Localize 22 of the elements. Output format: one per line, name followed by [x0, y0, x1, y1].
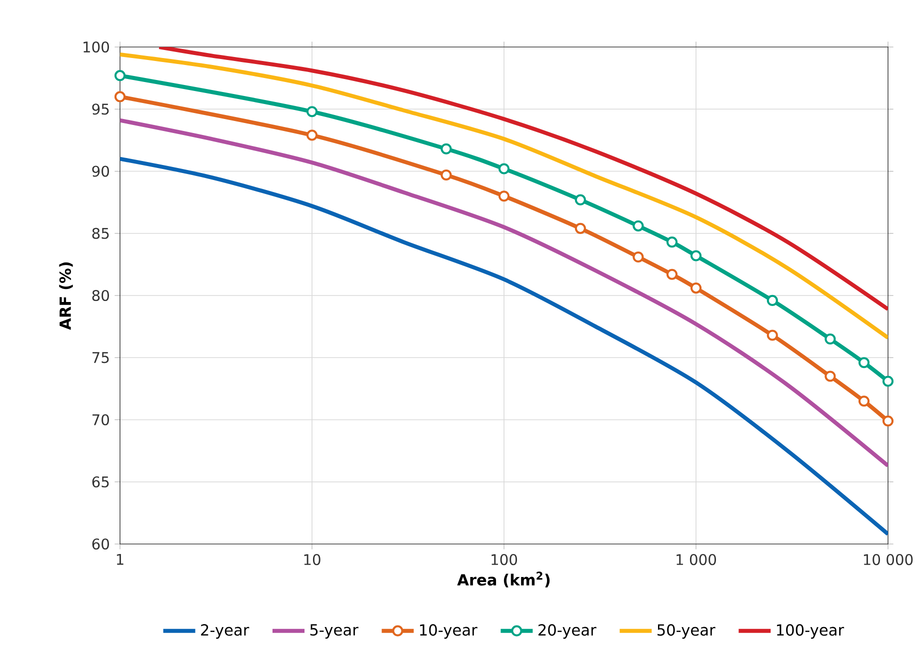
legend-label: 50-year — [658, 624, 716, 639]
legend-label: 100-year — [777, 624, 844, 639]
legend-label: 5-year — [310, 624, 358, 639]
x-tick-label: 10 — [304, 554, 320, 566]
x-tick-label: 1 000 — [676, 554, 716, 566]
y-tick-label: 95 — [92, 104, 109, 115]
y-tick-label: 90 — [92, 166, 109, 177]
legend-label: 2-year — [201, 624, 250, 639]
legend-label: 20-year — [538, 624, 596, 639]
x-axis-title: Area (km$^{2}$) — [457, 572, 550, 588]
y-tick-label: 80 — [92, 290, 109, 302]
y-tick-label: 60 — [92, 538, 109, 550]
x-tick-label: 100 — [492, 554, 518, 566]
y-tick-label: 65 — [92, 476, 109, 488]
y-tick-label: 85 — [92, 228, 109, 239]
legend-label: 10-year — [420, 624, 478, 639]
y-tick-label: 70 — [92, 414, 109, 426]
x-tick-label: 1 — [116, 554, 124, 565]
y-axis-title: ARF (%) — [59, 262, 73, 330]
y-tick-label: 100 — [84, 41, 109, 53]
y-tick-label: 75 — [92, 352, 109, 364]
x-tick-label: 10 000 — [864, 554, 913, 566]
